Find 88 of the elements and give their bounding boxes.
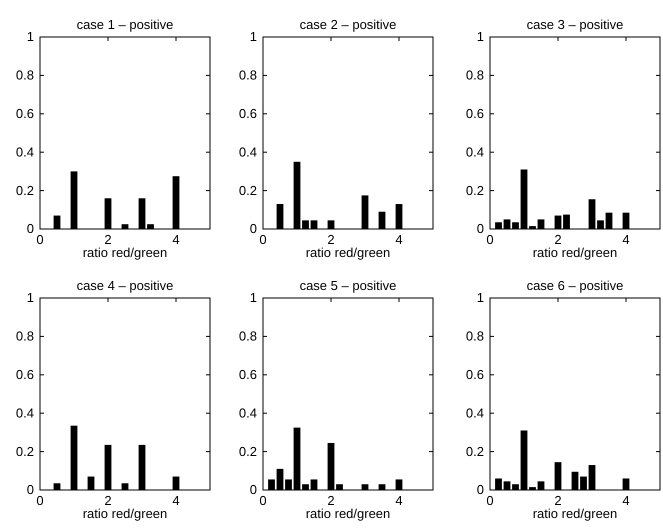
bar [70, 426, 78, 490]
y-tick-label: 1 [476, 290, 484, 306]
bar [378, 484, 386, 490]
bar [396, 204, 402, 229]
bar [138, 444, 146, 490]
y-tick-label: 0.4 [466, 405, 484, 420]
chart-title: case 1 – positive [76, 17, 174, 32]
x-tick-label: 0 [36, 232, 44, 248]
y-tick-label: 0.4 [238, 144, 257, 160]
bar [54, 483, 60, 490]
bar [362, 195, 368, 229]
x-tick-label: 2 [327, 232, 335, 248]
bar [54, 216, 60, 229]
bar [362, 484, 368, 490]
y-tick-label: 0 [26, 221, 34, 236]
y-tick-label: 0.4 [16, 405, 34, 420]
y-tick-label: 0.8 [16, 68, 34, 83]
bar [70, 171, 78, 229]
y-tick-label: 0.6 [16, 366, 34, 382]
x-axis-title: ratio red/green [306, 506, 390, 521]
x-axis-title: ratio red/green [82, 245, 168, 260]
bar [104, 198, 112, 229]
y-tick-label: 1 [476, 29, 484, 44]
y-tick-label: 0.6 [16, 106, 34, 121]
y-tick-label: 0.8 [238, 68, 257, 83]
chart-title: case 2 – positive [300, 17, 396, 32]
y-tick-label: 0.6 [466, 366, 484, 382]
bar [554, 462, 562, 490]
bar [276, 204, 284, 229]
x-tick-label: 4 [172, 232, 180, 248]
y-tick-label: 0 [476, 482, 484, 498]
bar [622, 478, 630, 490]
y-tick-label: 1 [26, 290, 34, 306]
x-tick-label: 2 [554, 232, 562, 248]
y-tick-label: 0.8 [466, 328, 484, 344]
y-tick-label: 1 [250, 290, 257, 306]
x-tick-label: 4 [172, 493, 180, 508]
y-tick-label: 0 [250, 221, 257, 236]
x-tick-label: 2 [554, 493, 562, 508]
x-tick-label: 0 [259, 232, 267, 248]
y-tick-label: 0.8 [238, 328, 257, 344]
x-tick-label: 4 [395, 493, 403, 508]
y-tick-label: 0.2 [466, 182, 484, 198]
x-tick-label: 2 [327, 493, 335, 508]
bar [396, 479, 402, 490]
x-tick-label: 4 [622, 493, 630, 508]
y-tick-label: 0.4 [466, 144, 484, 160]
y-tick-label: 0 [26, 482, 34, 498]
x-axis-title: ratio red/green [82, 506, 168, 521]
bar [122, 483, 128, 490]
bar [88, 476, 94, 490]
y-tick-label: 1 [26, 29, 34, 44]
x-axis-title: ratio red/green [532, 506, 618, 521]
y-tick-label: 0.8 [466, 68, 484, 83]
x-tick-label: 0 [259, 493, 267, 508]
x-axis-title: ratio red/green [306, 245, 390, 260]
y-tick-label: 0.2 [16, 182, 34, 198]
x-tick-label: 2 [104, 232, 112, 248]
y-tick-label: 0.2 [238, 182, 257, 198]
y-tick-label: 0 [476, 221, 484, 236]
chart-title: case 4 – positive [76, 278, 174, 293]
y-tick-label: 1 [250, 29, 257, 44]
x-tick-label: 4 [395, 232, 403, 248]
bar [378, 212, 386, 229]
bar [122, 224, 128, 229]
x-tick-label: 0 [36, 493, 44, 508]
bar [172, 476, 180, 490]
y-tick-label: 0.2 [466, 444, 484, 459]
chart-title: case 6 – positive [526, 278, 624, 293]
y-tick-label: 0 [250, 482, 257, 498]
bar [622, 212, 630, 229]
y-tick-label: 0.8 [16, 328, 34, 344]
bar [172, 176, 180, 229]
bar [104, 444, 112, 490]
x-tick-label: 0 [486, 493, 494, 508]
y-tick-label: 0.4 [16, 144, 34, 160]
chart-title: case 3 – positive [526, 17, 624, 32]
y-tick-label: 0.2 [238, 444, 257, 459]
x-axis-title: ratio red/green [532, 245, 618, 260]
y-tick-label: 0.6 [466, 106, 484, 121]
y-tick-label: 0.2 [16, 444, 34, 459]
chart-title: case 5 – positive [300, 278, 396, 293]
y-tick-label: 0.6 [238, 106, 257, 121]
x-tick-label: 2 [104, 493, 112, 508]
x-tick-label: 4 [622, 232, 630, 248]
x-tick-label: 0 [486, 232, 494, 248]
y-tick-label: 0.4 [238, 405, 257, 420]
y-tick-label: 0.6 [238, 366, 257, 382]
